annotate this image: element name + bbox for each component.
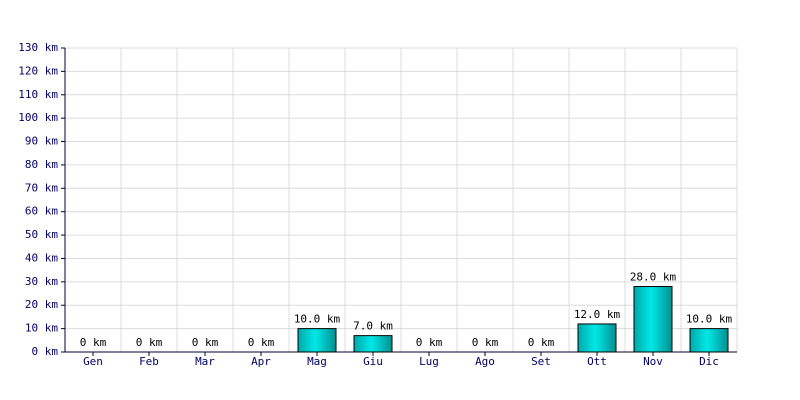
bar bbox=[689, 328, 729, 353]
x-tick-label: Apr bbox=[251, 355, 271, 368]
x-tick-label: Feb bbox=[139, 355, 159, 368]
x-tick-label: Mag bbox=[307, 355, 327, 368]
y-tick-label: 50 km bbox=[25, 228, 58, 241]
y-tick-label: 90 km bbox=[25, 135, 58, 148]
x-tick-label: Giu bbox=[363, 355, 383, 368]
value-label: 0 km bbox=[528, 336, 555, 349]
value-label: 0 km bbox=[416, 336, 443, 349]
x-tick-label: Ott bbox=[587, 355, 607, 368]
bar bbox=[297, 328, 337, 353]
value-label: 0 km bbox=[192, 336, 219, 349]
value-label: 0 km bbox=[248, 336, 275, 349]
y-tick-label: 20 km bbox=[25, 298, 58, 311]
value-label: 12.0 km bbox=[574, 308, 621, 321]
bar bbox=[577, 323, 617, 353]
x-tick-label: Mar bbox=[195, 355, 215, 368]
x-tick-label: Ago bbox=[475, 355, 495, 368]
x-tick-label: Nov bbox=[643, 355, 663, 368]
y-tick-label: 100 km bbox=[18, 111, 58, 124]
value-label: 0 km bbox=[472, 336, 499, 349]
value-label: 0 km bbox=[136, 336, 163, 349]
x-tick-label: Dic bbox=[699, 355, 719, 368]
y-tick-label: 80 km bbox=[25, 158, 58, 171]
value-label: 10.0 km bbox=[686, 313, 733, 326]
y-tick-label: 130 km bbox=[18, 41, 58, 54]
bar bbox=[633, 286, 673, 353]
value-label: 10.0 km bbox=[294, 313, 341, 326]
y-tick-label: 30 km bbox=[25, 275, 58, 288]
y-tick-label: 110 km bbox=[18, 88, 58, 101]
y-tick-label: 10 km bbox=[25, 322, 58, 335]
value-label: 0 km bbox=[80, 336, 107, 349]
bar bbox=[353, 335, 393, 353]
x-tick-label: Gen bbox=[83, 355, 103, 368]
value-label: 7.0 km bbox=[353, 320, 393, 333]
y-tick-label: 40 km bbox=[25, 251, 58, 264]
y-tick-label: 0 km bbox=[32, 345, 59, 358]
y-tick-label: 120 km bbox=[18, 64, 58, 77]
x-tick-label: Set bbox=[531, 355, 551, 368]
y-tick-label: 70 km bbox=[25, 181, 58, 194]
x-tick-label: Lug bbox=[419, 355, 439, 368]
value-label: 28.0 km bbox=[630, 271, 677, 284]
y-tick-label: 60 km bbox=[25, 205, 58, 218]
